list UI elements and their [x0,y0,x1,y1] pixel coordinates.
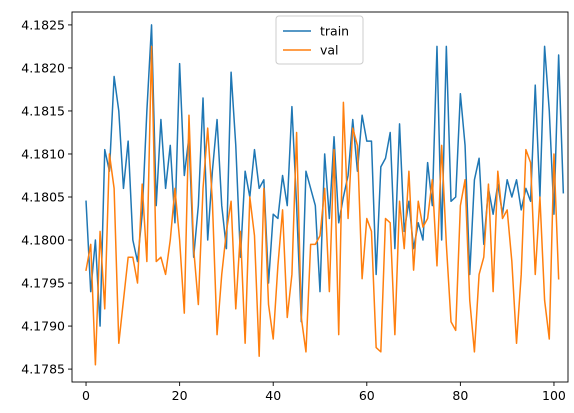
y-tick-label: 4.1785 [21,362,65,377]
y-tick-label: 4.1790 [21,319,65,334]
x-tick-label: 80 [452,388,468,403]
x-tick-label: 0 [82,388,90,403]
x-tick-label: 60 [359,388,375,403]
plot-background [72,12,568,382]
x-tick-label: 40 [265,388,281,403]
legend-box [275,15,364,65]
series-layer [85,24,565,366]
plot-area [72,12,568,382]
y-tick-label: 4.1800 [21,233,65,248]
series-line-train [85,24,565,327]
y-axis: 4.1785 4.1790 4.1795 4.1800 4.1805 4.1810 4.18… [21,17,72,377]
y-tick-label: 4.1810 [21,146,65,161]
y-tick-label: 4.1805 [21,190,65,205]
x-tick-label: 100 [542,388,566,403]
y-tick-label: 4.1795 [21,276,65,291]
legend: train val [275,15,364,65]
legend-label-val: val [320,43,339,58]
y-tick-label: 4.1820 [21,60,65,75]
legend-label-train: train [320,24,349,39]
y-tick-label: 4.1815 [21,103,65,118]
series-line-val [85,45,560,366]
x-axis: 0 20 40 60 80 100 [82,382,566,403]
x-tick-label: 20 [172,388,188,403]
y-tick-label: 4.1825 [21,17,65,32]
